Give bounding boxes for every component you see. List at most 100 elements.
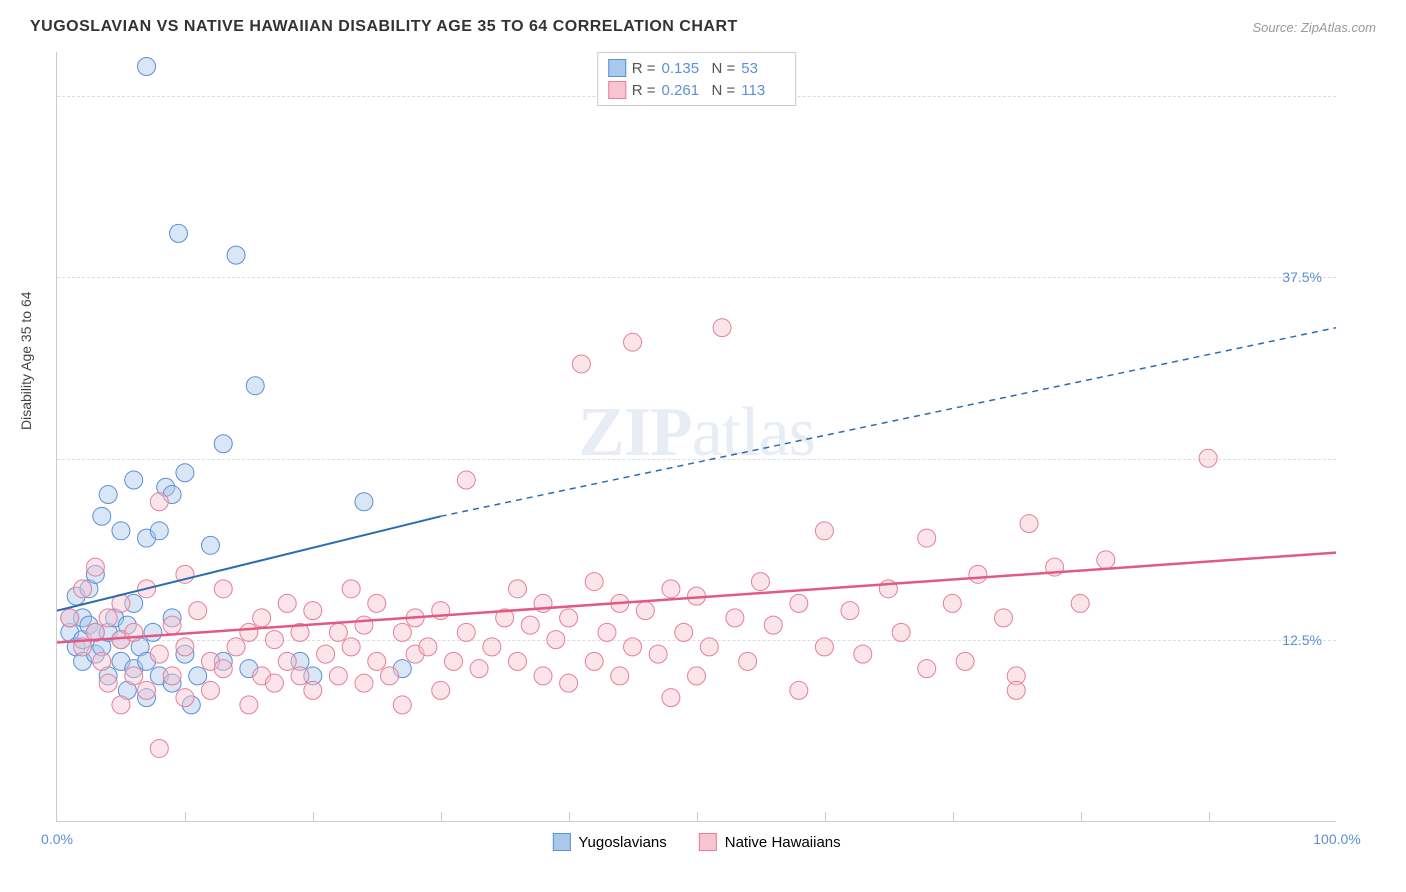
legend-label: Native Hawaiians <box>725 834 841 851</box>
data-point <box>355 616 373 634</box>
data-point <box>457 623 475 641</box>
chart-title: YUGOSLAVIAN VS NATIVE HAWAIIAN DISABILIT… <box>30 18 738 36</box>
data-point <box>547 631 565 649</box>
data-point <box>675 623 693 641</box>
data-point <box>86 558 104 576</box>
data-point <box>444 652 462 670</box>
data-point <box>994 609 1012 627</box>
data-point <box>138 58 156 76</box>
data-point <box>1199 449 1217 467</box>
data-point <box>278 652 296 670</box>
data-point <box>713 319 731 337</box>
n-value: 53 <box>741 60 785 77</box>
trend-line <box>57 553 1336 643</box>
data-point <box>150 739 168 757</box>
data-point <box>150 645 168 663</box>
data-point <box>342 638 360 656</box>
data-point <box>662 580 680 598</box>
data-point <box>176 464 194 482</box>
data-point <box>265 631 283 649</box>
data-point <box>534 667 552 685</box>
n-label: N = <box>712 82 736 99</box>
chart-area: ZIPatlas 12.5%37.5%0.0%100.0% R = 0.135 … <box>56 52 1336 822</box>
data-point <box>611 667 629 685</box>
r-value: 0.261 <box>662 82 706 99</box>
data-point <box>304 681 322 699</box>
data-point <box>956 652 974 670</box>
data-point <box>125 471 143 489</box>
legend-series: Yugoslavians Native Hawaiians <box>552 833 840 851</box>
data-point <box>227 638 245 656</box>
legend-item: Native Hawaiians <box>699 833 841 851</box>
data-point <box>214 660 232 678</box>
data-point <box>246 377 264 395</box>
data-point <box>457 471 475 489</box>
data-point <box>393 623 411 641</box>
data-point <box>381 667 399 685</box>
source-label: Source: ZipAtlas.com <box>1252 20 1376 35</box>
data-point <box>304 602 322 620</box>
data-point <box>649 645 667 663</box>
data-point <box>508 580 526 598</box>
data-point <box>815 522 833 540</box>
data-point <box>598 623 616 641</box>
data-point <box>112 696 130 714</box>
data-point <box>144 623 162 641</box>
data-point <box>1097 551 1115 569</box>
data-point <box>841 602 859 620</box>
data-point <box>99 486 117 504</box>
data-point <box>150 493 168 511</box>
legend-swatch <box>699 833 717 851</box>
data-point <box>329 667 347 685</box>
data-point <box>176 638 194 656</box>
data-point <box>368 594 386 612</box>
x-tick-label: 100.0% <box>1313 831 1360 847</box>
data-point <box>918 529 936 547</box>
n-label: N = <box>712 60 736 77</box>
data-point <box>751 573 769 591</box>
data-point <box>854 645 872 663</box>
data-point <box>61 609 79 627</box>
data-point <box>329 623 347 641</box>
data-point <box>214 580 232 598</box>
legend-item: Yugoslavians <box>552 833 666 851</box>
data-point <box>419 638 437 656</box>
data-point <box>189 602 207 620</box>
data-point <box>240 696 258 714</box>
data-point <box>790 681 808 699</box>
legend-swatch <box>552 833 570 851</box>
data-point <box>815 638 833 656</box>
legend-stats: R = 0.135 N = 53 R = 0.261 N = 113 <box>597 52 797 106</box>
data-point <box>585 573 603 591</box>
data-point <box>508 652 526 670</box>
data-point <box>201 681 219 699</box>
data-point <box>253 609 271 627</box>
data-point <box>170 224 188 242</box>
data-point <box>291 667 309 685</box>
data-point <box>125 667 143 685</box>
data-point <box>138 681 156 699</box>
data-point <box>112 522 130 540</box>
data-point <box>521 616 539 634</box>
y-axis-label: Disability Age 35 to 64 <box>18 291 34 430</box>
legend-label: Yugoslavians <box>578 834 666 851</box>
data-point <box>739 652 757 670</box>
data-point <box>726 609 744 627</box>
legend-swatch <box>608 81 626 99</box>
data-point <box>662 689 680 707</box>
data-point <box>624 638 642 656</box>
data-point <box>201 536 219 554</box>
legend-stat-row: R = 0.261 N = 113 <box>608 79 786 101</box>
data-point <box>99 674 117 692</box>
data-point <box>1020 515 1038 533</box>
legend-swatch <box>608 59 626 77</box>
data-point <box>355 674 373 692</box>
data-point <box>483 638 501 656</box>
data-point <box>176 689 194 707</box>
data-point <box>227 246 245 264</box>
data-point <box>342 580 360 598</box>
data-point <box>700 638 718 656</box>
data-point <box>240 623 258 641</box>
data-point <box>688 667 706 685</box>
x-tick-label: 0.0% <box>41 831 73 847</box>
